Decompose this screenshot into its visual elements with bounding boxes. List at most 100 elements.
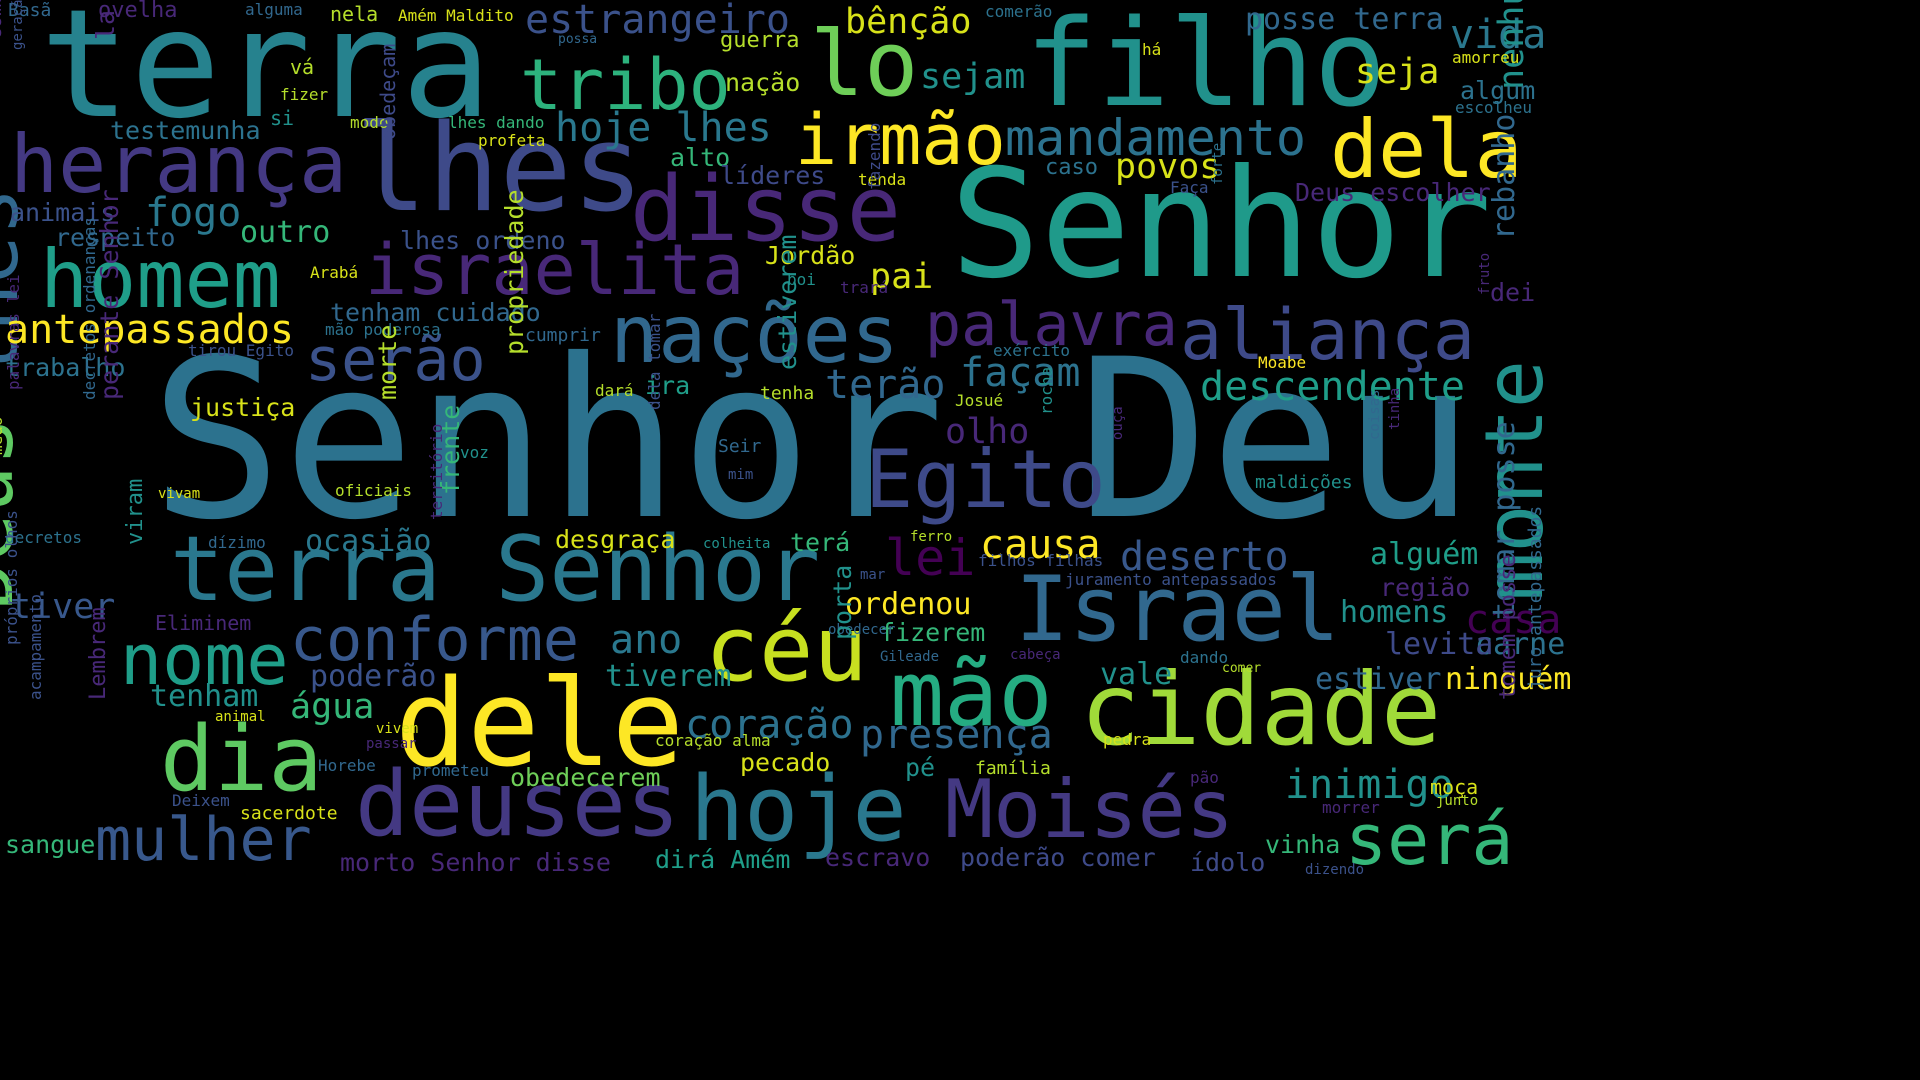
cloud-word: causa <box>980 522 1101 568</box>
cloud-word: juro antepassados <box>1525 505 1546 690</box>
cloud-word: fazendo <box>865 122 884 190</box>
cloud-word: território <box>427 423 446 520</box>
cloud-word: será <box>1345 799 1514 881</box>
cloud-word: líderes <box>720 161 826 190</box>
cloud-word: tirou Egito <box>188 341 294 360</box>
cloud-word: escravo <box>825 843 931 872</box>
cloud-word: vida <box>1450 12 1547 58</box>
cloud-word: coração alma <box>655 731 771 750</box>
cloud-word: mar <box>860 567 886 583</box>
cloud-word: perante Senhor <box>95 189 124 400</box>
cloud-word: cidade <box>1080 651 1442 768</box>
cloud-word: juramento antepassados <box>1065 570 1277 589</box>
cloud-word: algum <box>1460 76 1536 105</box>
cloud-word: tenha <box>760 383 815 404</box>
cloud-word: estiverem <box>773 234 802 370</box>
cloud-word: bênção <box>845 2 972 42</box>
cloud-word: Basã <box>8 0 52 21</box>
cloud-word: nações <box>610 288 899 381</box>
cloud-word: terra <box>40 0 492 152</box>
cloud-word: nação <box>725 68 801 97</box>
cloud-word: casa <box>1465 597 1562 643</box>
cloud-word: cabeça <box>1010 647 1061 663</box>
cloud-word: poderão <box>310 659 437 694</box>
cloud-word: outro <box>240 215 331 250</box>
cloud-word: Senhor Deu <box>150 312 1475 568</box>
cloud-word: estiver <box>1315 662 1442 697</box>
cloud-word: serão <box>305 325 486 395</box>
cloud-word: irmão <box>795 99 1006 181</box>
cloud-word: façam <box>960 350 1081 396</box>
cloud-word: coração <box>685 702 854 748</box>
cloud-word: estrangeiro <box>525 0 790 43</box>
cloud-word: cumprir <box>525 325 601 346</box>
cloud-word: tinha <box>1387 387 1403 430</box>
cloud-word: ano <box>610 617 683 663</box>
cloud-word: Amém Maldito <box>398 6 514 25</box>
cloud-word: lei <box>885 529 976 587</box>
cloud-word: rebanho <box>1487 113 1522 240</box>
cloud-word: Arabá <box>310 263 359 282</box>
cloud-word: tenham cuidado <box>330 298 541 327</box>
cloud-word: Israel <box>1015 557 1341 662</box>
cloud-word: posse terra <box>1245 2 1444 37</box>
cloud-word: água <box>290 687 375 727</box>
cloud-word: Seir <box>718 436 762 457</box>
cloud-word: medo <box>0 416 6 455</box>
cloud-word: Deus escolher <box>1295 178 1491 207</box>
cloud-word: porta <box>828 564 857 640</box>
cloud-word: dia <box>160 707 323 812</box>
cloud-word: viram <box>123 478 148 545</box>
cloud-word: lhes dando <box>448 113 545 132</box>
cloud-word: região <box>1380 573 1471 602</box>
cloud-word: tenda <box>858 170 907 189</box>
cloud-word: ovelha <box>98 0 178 23</box>
cloud-word: obedeçam <box>376 43 400 140</box>
cloud-word: colheita <box>703 536 771 552</box>
cloud-word: vivem <box>376 721 419 737</box>
cloud-word: deserto <box>1120 534 1289 580</box>
cloud-word: passar <box>366 736 417 752</box>
cloud-word: boi <box>787 270 816 289</box>
cloud-word: profeta <box>478 131 546 150</box>
cloud-word: ouça <box>1110 406 1126 440</box>
cloud-word: hoje <box>690 757 907 862</box>
cloud-word: ferro <box>910 529 953 545</box>
cloud-word: moça <box>1430 775 1479 799</box>
cloud-word: levita <box>1385 627 1494 662</box>
cloud-word: carne <box>1475 627 1566 662</box>
cloud-word: vinha <box>1265 830 1341 859</box>
cloud-word: decretos ordenanças <box>80 216 99 400</box>
cloud-word: próprios olhos <box>2 510 21 645</box>
cloud-word: lo <box>810 12 919 117</box>
cloud-word: tribo <box>520 44 731 126</box>
cloud-word: mão <box>890 642 1053 747</box>
cloud-word: disse <box>630 157 901 262</box>
cloud-word: morte <box>373 324 402 400</box>
cloud-word: olho <box>945 412 1030 452</box>
cloud-word: si <box>270 106 295 130</box>
cloud-word: dízimo <box>208 533 266 552</box>
cloud-word: vá <box>290 55 315 79</box>
cloud-word: ninguém <box>1445 662 1572 697</box>
cloud-word: seja <box>1355 52 1440 92</box>
cloud-word: comer <box>1222 661 1262 676</box>
cloud-word: animais <box>10 198 116 227</box>
cloud-word: alguém <box>1370 537 1479 572</box>
cloud-word: terão <box>825 362 946 408</box>
cloud-word: homem <box>40 233 281 326</box>
cloud-word: conforme <box>290 605 579 675</box>
cloud-word: lhes ordeno <box>400 226 566 255</box>
cloud-word: escolheu <box>1455 98 1533 117</box>
cloud-word: la <box>91 9 120 40</box>
cloud-word: tiver <box>10 587 116 627</box>
cloud-word: Eliminem <box>155 611 252 635</box>
cloud-word: pedra <box>1103 730 1152 749</box>
cloud-word: Jordão <box>765 241 856 270</box>
cloud-word: dela <box>1330 103 1523 196</box>
cloud-word: Deixem <box>172 791 230 810</box>
cloud-word: comerão <box>985 2 1053 21</box>
cloud-word: dele <box>395 655 684 794</box>
cloud-word: amorreu <box>1452 48 1520 67</box>
cloud-word: geração <box>10 0 26 50</box>
